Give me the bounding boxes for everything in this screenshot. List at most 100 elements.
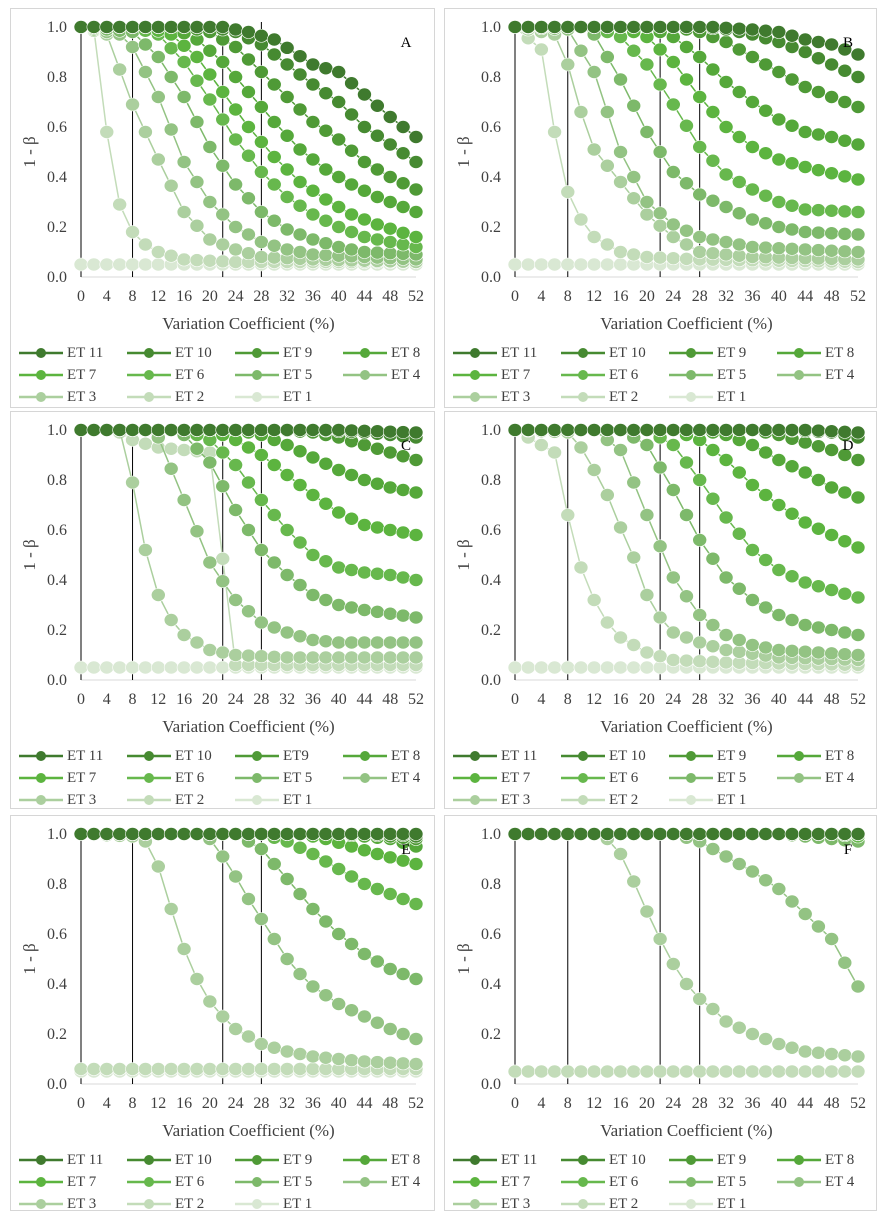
legend-label: ET 1 <box>283 1195 313 1211</box>
legend-item: ET 5 <box>667 1172 775 1192</box>
x-tick-label: 12 <box>586 1095 602 1112</box>
data-point <box>357 518 372 532</box>
data-point <box>382 170 398 184</box>
legend-label: ET 10 <box>175 344 212 361</box>
legend-marker <box>235 751 279 761</box>
data-point <box>370 245 385 260</box>
data-point <box>254 493 269 507</box>
data-point <box>266 508 282 522</box>
data-point <box>639 125 655 139</box>
data-point <box>318 423 334 437</box>
data-point <box>758 423 773 437</box>
data-point <box>305 827 321 841</box>
data-point <box>797 423 813 437</box>
data-point <box>679 20 694 34</box>
data-point <box>652 827 668 841</box>
legend-marker <box>127 1177 171 1187</box>
data-point <box>395 200 411 214</box>
x-tick-label: 36 <box>305 1095 321 1112</box>
y-tick-label: 1.0 <box>47 826 67 843</box>
y-tick-label: 0.4 <box>47 976 67 993</box>
data-point <box>560 827 576 841</box>
data-point <box>241 1062 256 1076</box>
data-point <box>241 648 256 663</box>
legend-label: ET 4 <box>825 1173 855 1190</box>
legend-marker <box>19 1199 63 1209</box>
data-point <box>705 232 721 247</box>
data-point <box>666 625 681 640</box>
data-point <box>547 423 562 437</box>
data-point <box>151 1062 166 1076</box>
data-point <box>507 660 523 675</box>
y-tick-label: 1.0 <box>481 826 501 843</box>
data-point <box>305 423 321 437</box>
data-point <box>613 423 628 437</box>
y-tick-label: 0.0 <box>481 269 501 286</box>
data-point <box>692 992 707 1006</box>
data-point <box>547 125 562 139</box>
data-point <box>305 77 321 92</box>
legend-marker <box>669 392 713 402</box>
data-point <box>797 1044 813 1059</box>
data-point <box>370 98 385 113</box>
data-point <box>228 132 243 147</box>
x-tick-label: 28 <box>253 691 269 708</box>
data-point <box>395 226 411 240</box>
series-et-3 <box>73 827 424 1071</box>
data-point <box>357 827 372 841</box>
data-point <box>850 827 866 841</box>
data-point <box>215 849 231 864</box>
data-point <box>824 932 839 946</box>
x-tick-label: 52 <box>408 691 424 708</box>
x-tick-label: 0 <box>77 288 85 305</box>
legend-marker <box>669 1177 713 1187</box>
legend-label: ET 7 <box>501 769 531 786</box>
data-point <box>586 142 602 157</box>
data-point <box>679 40 694 54</box>
data-point <box>86 660 102 675</box>
y-tick-label: 0.8 <box>481 472 501 489</box>
data-point <box>811 439 826 454</box>
data-point <box>507 827 523 841</box>
data-point <box>718 655 734 670</box>
legend-item: ET 1 <box>667 1194 775 1210</box>
data-point <box>824 226 839 241</box>
data-point <box>163 178 179 193</box>
data-point <box>151 423 166 437</box>
data-point <box>758 146 773 161</box>
data-point <box>547 20 562 34</box>
data-point <box>718 1064 734 1079</box>
data-point <box>692 654 707 669</box>
legend-marker <box>235 1177 279 1187</box>
data-point <box>771 453 787 467</box>
data-point <box>357 603 372 617</box>
data-point <box>718 1014 734 1029</box>
legend-marker <box>453 348 497 358</box>
data-point <box>837 955 853 970</box>
data-point <box>228 242 243 257</box>
legend-label: ET 1 <box>283 791 313 808</box>
data-point <box>784 569 800 584</box>
data-point <box>652 423 668 437</box>
data-point <box>228 220 243 234</box>
y-axis-title: 1 - β <box>20 136 39 167</box>
data-point <box>292 444 308 459</box>
legend-item: ET 9 <box>667 746 775 766</box>
data-point <box>202 660 218 675</box>
data-point <box>626 20 642 34</box>
data-point <box>151 859 166 874</box>
data-point <box>292 67 308 82</box>
legend-item: ET 2 <box>559 790 667 808</box>
x-axis-title: Variation Coefficient (%) <box>600 717 772 736</box>
data-point <box>408 827 424 841</box>
data-point <box>163 613 179 627</box>
data-point <box>520 660 536 675</box>
data-point <box>797 202 813 217</box>
data-point <box>395 120 411 134</box>
data-point <box>163 423 179 437</box>
data-point <box>382 887 398 901</box>
legend-item: ET 7 <box>451 365 559 385</box>
legend-marker <box>343 1177 387 1187</box>
data-point <box>241 191 256 206</box>
data-point <box>745 1027 760 1041</box>
